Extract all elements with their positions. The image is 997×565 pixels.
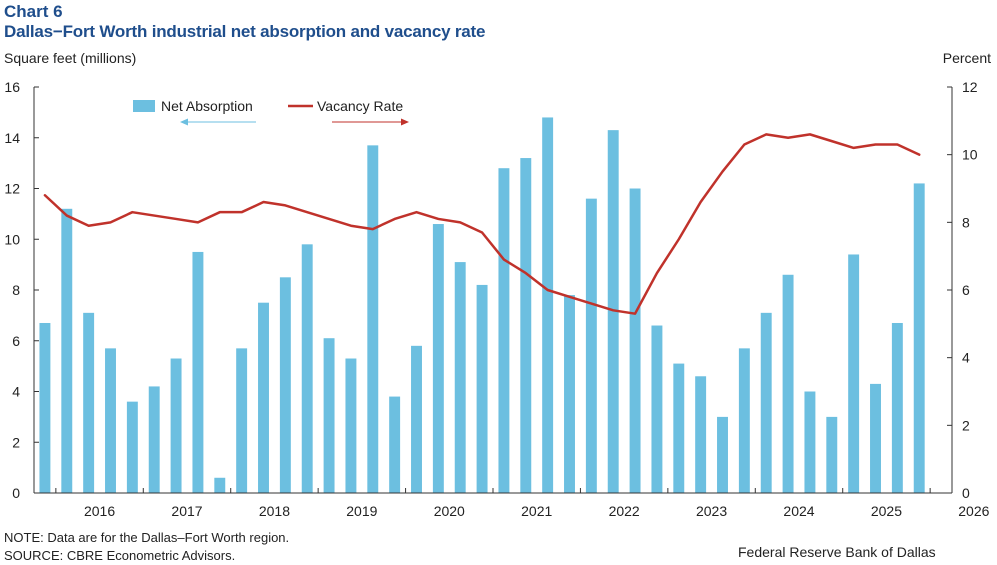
- right-tick-label: 12: [962, 79, 978, 95]
- bar-2019Q2: [345, 358, 357, 493]
- bar-2025Q2: [870, 383, 881, 493]
- right-tick-label: 0: [962, 485, 970, 501]
- legend-bar-label: Net Absorption: [161, 98, 253, 114]
- left-tick-label: 2: [12, 434, 20, 450]
- bar-2025Q4: [913, 183, 925, 493]
- x-tick-label: 2018: [259, 503, 290, 519]
- bar-2022Q4: [651, 325, 663, 493]
- bar-2023Q1: [673, 363, 685, 493]
- bar-2019Q4: [389, 396, 401, 493]
- source-note: SOURCE: CBRE Econometric Advisors.: [4, 548, 236, 563]
- bar-2025Q3: [891, 322, 903, 493]
- right-tick-label: 2: [962, 417, 970, 433]
- bar-2016Q3: [105, 348, 116, 493]
- legend-right-arrowhead: [401, 118, 409, 126]
- left-tick-label: 10: [4, 231, 20, 247]
- bar-2017Q3: [192, 251, 204, 493]
- x-tick-label: 2022: [609, 503, 640, 519]
- legend-bar-swatch: [133, 100, 155, 112]
- bar-2023Q3: [717, 416, 728, 494]
- bar-2021Q1: [498, 168, 510, 493]
- legend-left-arrowhead: [180, 118, 188, 126]
- bar-2016Q1: [61, 208, 73, 494]
- bar-2017Q2: [170, 358, 182, 493]
- bar-2020Q2: [432, 224, 444, 493]
- x-tick-label: 2019: [346, 503, 377, 519]
- bar-2023Q4: [738, 348, 750, 493]
- left-tick-label: 6: [12, 333, 20, 349]
- bar-2018Q3: [279, 277, 291, 493]
- x-tick-label: 2021: [521, 503, 552, 519]
- chart-title: Dallas−Fort Worth industrial net absorpt…: [4, 22, 486, 41]
- right-tick-label: 10: [962, 147, 978, 163]
- line-series-vacancy-rate: [43, 133, 921, 315]
- left-tick-label: 8: [12, 282, 20, 298]
- bar-2024Q3: [804, 391, 816, 493]
- left-tick-label: 14: [4, 130, 20, 146]
- bar-2024Q1: [760, 312, 772, 493]
- left-axis-title: Square feet (millions): [4, 50, 137, 66]
- left-tick-label: 16: [4, 79, 20, 95]
- bar-series-net-absorption: [39, 117, 925, 494]
- bar-2020Q4: [476, 284, 488, 493]
- bar-2021Q3: [542, 117, 554, 493]
- left-tick-label: 0: [12, 485, 20, 501]
- legend: Net Absorption Vacancy Rate: [133, 98, 409, 126]
- bar-2021Q4: [564, 295, 575, 493]
- bar-2022Q1: [585, 198, 597, 493]
- bar-2015Q4: [39, 322, 51, 493]
- bar-2021Q2: [520, 158, 532, 494]
- bar-2019Q1: [323, 338, 335, 493]
- right-axis-title: Percent: [942, 50, 991, 66]
- x-tick-label: 2025: [871, 503, 902, 519]
- bar-2022Q2: [607, 130, 619, 493]
- bar-2016Q4: [126, 401, 138, 493]
- legend-line-label: Vacancy Rate: [317, 98, 403, 114]
- right-tick-label: 4: [962, 350, 970, 366]
- axes: 0 2 4 6 8 10 12 14 16 0 2 4 6 8 10 12 2016 2017 2018 2019 20…: [4, 79, 989, 519]
- footnote: NOTE: Data are for the Dallas–Fort Worth…: [4, 530, 290, 545]
- bar-2023Q2: [695, 376, 707, 493]
- bar-2022Q3: [629, 188, 641, 493]
- bar-2024Q4: [826, 416, 838, 494]
- x-tick-label: 2023: [696, 503, 727, 519]
- bar-2018Q1: [236, 348, 248, 493]
- right-tick-label: 6: [962, 282, 970, 298]
- chart-label: Chart 6: [4, 2, 63, 21]
- bar-2020Q3: [454, 262, 466, 493]
- credit: Federal Reserve Bank of Dallas: [738, 544, 936, 560]
- x-tick-label: 2026: [958, 503, 989, 519]
- x-tick-label: 2017: [171, 503, 202, 519]
- left-tick-label: 4: [12, 384, 20, 400]
- x-tick-label: 2024: [783, 503, 814, 519]
- bar-2016Q2: [83, 312, 95, 493]
- bar-2017Q4: [214, 477, 226, 493]
- right-tick-label: 8: [962, 214, 970, 230]
- left-tick-label: 12: [4, 181, 20, 197]
- x-tick-label: 2020: [434, 503, 465, 519]
- bar-2019Q3: [367, 145, 379, 494]
- x-tick-label: 2016: [84, 503, 115, 519]
- bar-2025Q1: [848, 254, 860, 493]
- bar-2017Q1: [148, 386, 160, 493]
- bar-2018Q4: [301, 244, 313, 493]
- bar-2020Q1: [411, 345, 422, 493]
- bar-2024Q2: [782, 274, 794, 493]
- bar-2018Q2: [258, 302, 269, 493]
